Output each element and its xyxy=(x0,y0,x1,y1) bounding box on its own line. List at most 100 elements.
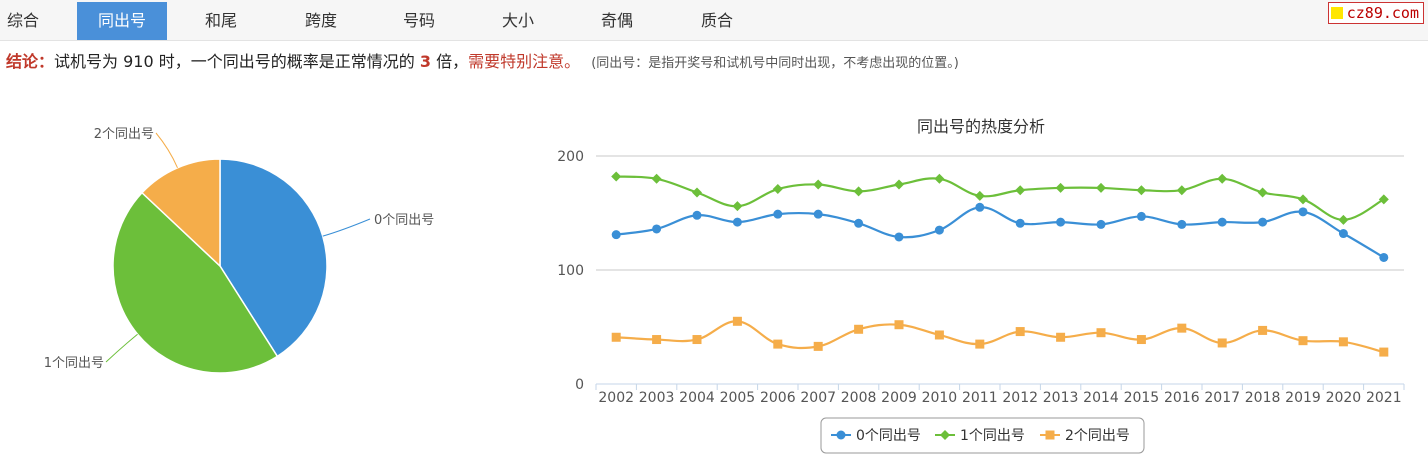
data-point-series-1[interactable] xyxy=(1338,214,1349,225)
x-tick-label: 2021 xyxy=(1366,390,1402,406)
data-point-series-2[interactable] xyxy=(692,335,702,345)
logo-text: cz89.com xyxy=(1346,4,1419,22)
data-point-series-0[interactable] xyxy=(732,217,742,227)
data-point-series-2[interactable] xyxy=(1096,328,1106,338)
data-point-series-1[interactable] xyxy=(772,184,783,195)
data-point-series-2[interactable] xyxy=(611,332,621,342)
data-point-series-0[interactable] xyxy=(1217,217,1227,227)
chart-legend: 0个同出号 1个同出号 2个同出号 xyxy=(820,417,1145,454)
data-point-series-0[interactable] xyxy=(1338,229,1348,239)
tab-haoma[interactable]: 号码 xyxy=(402,11,435,30)
series-line-0 xyxy=(616,206,1385,259)
data-point-series-1[interactable] xyxy=(1015,185,1026,196)
data-point-series-2[interactable] xyxy=(773,339,783,349)
data-point-series-1[interactable] xyxy=(1136,185,1147,196)
tab-jiou[interactable]: 奇偶 xyxy=(600,11,633,30)
data-point-series-2[interactable] xyxy=(1177,323,1187,333)
data-point-series-0[interactable] xyxy=(1136,211,1146,221)
data-point-series-0[interactable] xyxy=(1258,217,1268,227)
data-point-series-2[interactable] xyxy=(1015,327,1025,337)
conclusion-note: (同出号：是指开奖号和试机号中同时出现，不考虑出现的位置。) xyxy=(591,56,959,71)
data-point-series-1[interactable] xyxy=(692,187,702,198)
data-point-series-2[interactable] xyxy=(1056,332,1066,342)
legend-marker-icon[interactable] xyxy=(940,430,950,440)
legend-item[interactable]: 1个同出号 xyxy=(935,428,1025,444)
legend-marker-icon[interactable] xyxy=(836,430,846,440)
legend-item[interactable]: 2个同出号 xyxy=(1040,428,1130,444)
data-point-series-0[interactable] xyxy=(1015,218,1025,228)
data-point-series-2[interactable] xyxy=(854,324,864,334)
data-point-series-2[interactable] xyxy=(975,339,985,349)
data-point-series-0[interactable] xyxy=(813,209,823,219)
data-point-series-2[interactable] xyxy=(813,341,823,351)
data-point-series-1[interactable] xyxy=(1298,194,1308,205)
y-tick-label: 100 xyxy=(557,263,584,279)
x-tick-label: 2007 xyxy=(800,390,836,406)
series-line-2 xyxy=(616,320,1385,354)
data-point-series-1[interactable] xyxy=(1257,187,1268,198)
x-tick-label: 2002 xyxy=(598,390,634,406)
x-tick-label: 2011 xyxy=(962,390,998,406)
data-point-series-0[interactable] xyxy=(1056,217,1066,227)
x-tick-label: 2009 xyxy=(881,390,917,406)
data-point-series-1[interactable] xyxy=(1055,182,1066,193)
x-tick-label: 2016 xyxy=(1164,390,1200,406)
data-point-series-2[interactable] xyxy=(934,330,944,340)
data-point-series-1[interactable] xyxy=(1217,173,1228,184)
conclusion-text: 试机号为 910 时，一个同出号的概率是正常情况的 xyxy=(54,52,415,71)
data-point-series-0[interactable] xyxy=(1177,219,1187,229)
data-point-series-2[interactable] xyxy=(1338,337,1348,347)
tab-tongchuhao[interactable]: 同出号 xyxy=(77,2,167,40)
data-point-series-0[interactable] xyxy=(854,218,864,228)
data-point-series-0[interactable] xyxy=(611,230,621,240)
data-point-series-2[interactable] xyxy=(894,320,904,330)
legend-marker-icon[interactable] xyxy=(1045,430,1055,440)
pie-slice-label: 0个同出号 xyxy=(374,213,434,228)
data-point-series-1[interactable] xyxy=(732,201,743,212)
tab-daxiao[interactable]: 大小 xyxy=(501,11,534,30)
tab-zonghe[interactable]: 综合 xyxy=(6,11,39,30)
pie-slice[interactable] xyxy=(140,158,221,268)
conclusion-line: 结论：试机号为 910 时，一个同出号的概率是正常情况的 3 倍，需要特别注意。… xyxy=(6,50,959,74)
data-point-series-0[interactable] xyxy=(975,202,985,212)
data-point-series-0[interactable] xyxy=(934,225,944,235)
pie-connector-line xyxy=(322,218,371,237)
data-point-series-0[interactable] xyxy=(1096,219,1106,229)
data-point-series-1[interactable] xyxy=(974,190,985,201)
data-point-series-2[interactable] xyxy=(652,335,662,345)
site-logo[interactable]: cz89.com xyxy=(1327,2,1424,24)
data-point-series-0[interactable] xyxy=(1298,207,1308,217)
data-point-series-1[interactable] xyxy=(853,186,864,197)
data-point-series-1[interactable] xyxy=(1378,194,1389,205)
conclusion-multiple: 3 xyxy=(419,52,431,71)
y-tick-label: 200 xyxy=(557,149,584,165)
data-point-series-1[interactable] xyxy=(651,173,662,184)
data-point-series-2[interactable] xyxy=(732,316,742,326)
tab-zhihe[interactable]: 质合 xyxy=(700,11,733,30)
data-point-series-1[interactable] xyxy=(1096,182,1106,193)
x-tick-label: 2015 xyxy=(1124,390,1160,406)
pie-slice-label: 2个同出号 xyxy=(94,127,154,142)
tab-kuadu[interactable]: 跨度 xyxy=(304,11,337,30)
data-point-series-0[interactable] xyxy=(652,224,662,234)
legend-item[interactable]: 0个同出号 xyxy=(831,428,921,444)
data-point-series-1[interactable] xyxy=(1176,185,1187,196)
data-point-series-0[interactable] xyxy=(692,210,702,220)
data-point-series-1[interactable] xyxy=(894,179,904,190)
legend-label: 1个同出号 xyxy=(960,428,1025,444)
legend-label: 0个同出号 xyxy=(856,428,921,444)
x-tick-label: 2012 xyxy=(1002,390,1038,406)
data-point-series-0[interactable] xyxy=(773,209,783,219)
data-point-series-1[interactable] xyxy=(934,173,945,184)
data-point-series-1[interactable] xyxy=(813,179,824,190)
data-point-series-0[interactable] xyxy=(1379,252,1389,262)
data-point-series-2[interactable] xyxy=(1379,347,1389,357)
data-point-series-0[interactable] xyxy=(894,232,904,242)
pie-chart: 0个同出号 1个同出号 2个同出号 xyxy=(44,127,434,374)
data-point-series-2[interactable] xyxy=(1136,335,1146,345)
data-point-series-2[interactable] xyxy=(1298,336,1308,346)
data-point-series-2[interactable] xyxy=(1217,338,1227,348)
tab-hewei[interactable]: 和尾 xyxy=(204,11,237,30)
data-point-series-1[interactable] xyxy=(611,171,622,182)
data-point-series-2[interactable] xyxy=(1258,325,1268,335)
